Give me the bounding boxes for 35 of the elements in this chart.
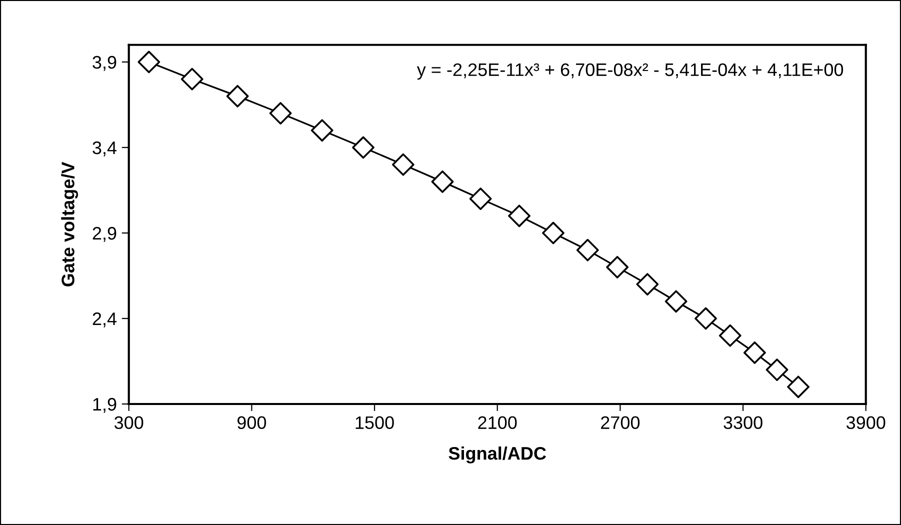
x-tick-label: 900 <box>237 416 266 430</box>
y-tick-label: 3,4 <box>92 141 117 156</box>
point <box>508 204 530 228</box>
y-tick-label: 3,9 <box>92 56 116 71</box>
point <box>606 256 629 278</box>
x-tick-label: 3900 <box>846 416 886 430</box>
point <box>138 50 160 74</box>
point <box>542 222 564 244</box>
point <box>718 324 742 347</box>
x-tick-label: 1500 <box>356 416 394 430</box>
point <box>636 273 659 296</box>
x-tick-label: 3300 <box>724 416 762 430</box>
point <box>664 290 688 313</box>
y-tick-label: 2,4 <box>92 312 117 328</box>
point <box>576 238 599 262</box>
x-tick-label: 300 <box>114 416 144 430</box>
point <box>392 153 414 176</box>
point <box>180 68 204 90</box>
point <box>766 358 788 381</box>
point <box>269 102 292 124</box>
y-axis-title: Gate voltage/V <box>61 162 78 286</box>
point <box>694 307 717 330</box>
point <box>431 170 454 193</box>
annotation: y = -2,25E-11x³ + 6,70E-08x² - 5,41E-04x + 4,11E+00 <box>416 63 844 80</box>
point <box>226 84 249 108</box>
point <box>352 136 374 159</box>
point <box>787 376 810 398</box>
x-axis-title: Signal/ADC <box>448 446 546 464</box>
point <box>743 341 766 364</box>
x-tick-label: 2700 <box>601 416 640 430</box>
y-tick-label: 1,9 <box>93 398 116 413</box>
x-tick-label: 2100 <box>478 416 517 430</box>
point <box>469 188 492 210</box>
point <box>310 119 334 142</box>
y-tick-label: 2,9 <box>92 226 116 242</box>
